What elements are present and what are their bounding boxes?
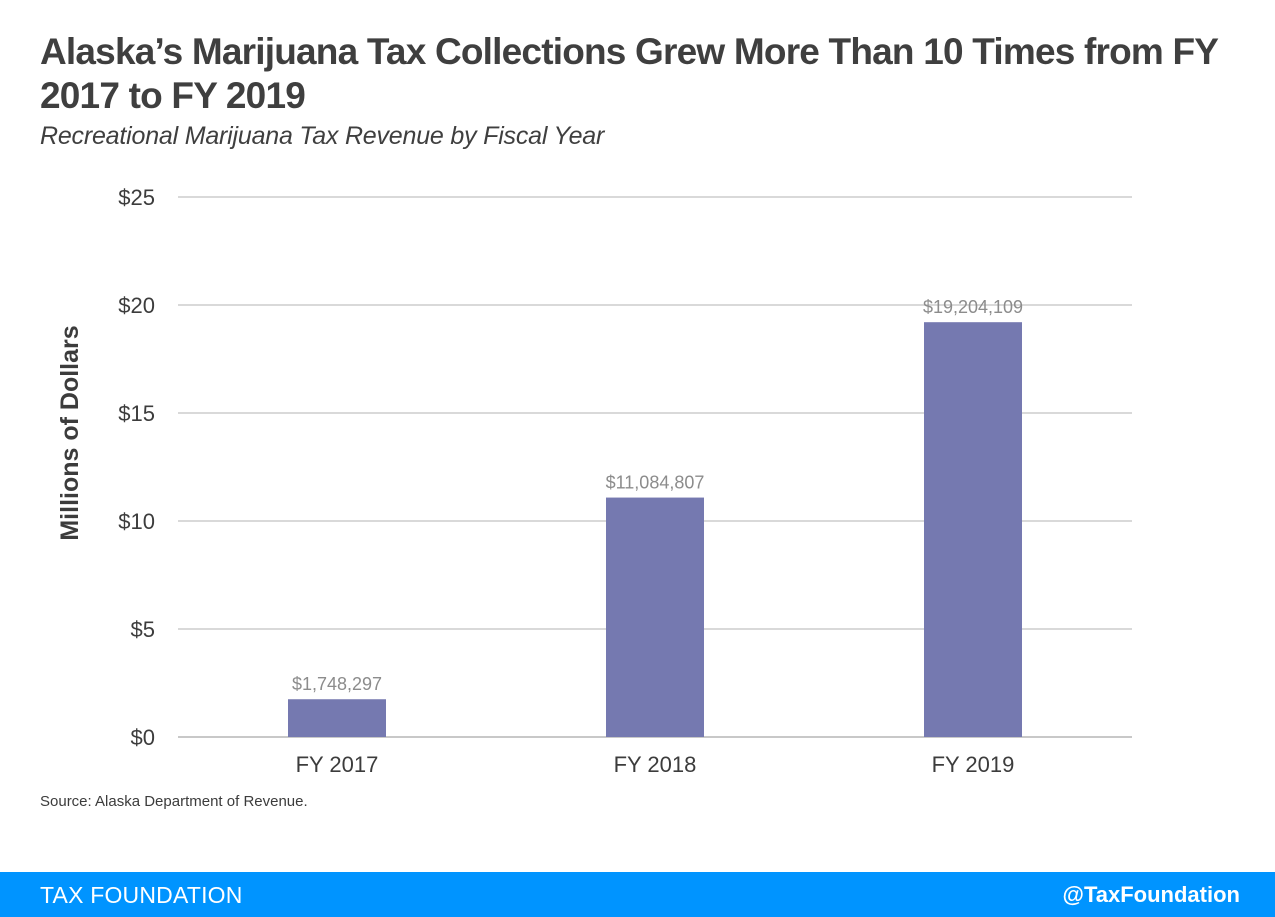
- source-note: Source: Alaska Department of Revenue.: [40, 793, 308, 810]
- footer-handle: @TaxFoundation: [1062, 882, 1240, 907]
- y-tick-label: $0: [131, 725, 155, 750]
- data-label: $1,748,297: [292, 674, 382, 694]
- x-tick-label: FY 2019: [932, 752, 1015, 777]
- y-tick-label: $15: [118, 401, 155, 426]
- bar-fy-2017: [288, 699, 386, 737]
- x-tick-label: FY 2018: [614, 752, 697, 777]
- y-tick-label: $10: [118, 509, 155, 534]
- bar-fy-2019: [924, 322, 1022, 737]
- footer-bar: TAX FOUNDATION @TaxFoundation: [0, 872, 1275, 917]
- x-tick-label: FY 2017: [296, 752, 379, 777]
- y-tick-label: $5: [131, 617, 155, 642]
- bar-chart: $0 $5 $10 $15 $20 $25 $1,748,297 FY 2017 $11,084…: [56, 185, 1132, 777]
- data-label: $11,084,807: [606, 473, 705, 493]
- footer-brand: TAX FOUNDATION: [40, 882, 243, 908]
- y-tick-label: $25: [118, 185, 155, 210]
- labels: $0 $5 $10 $15 $20 $25 $1,748,297 FY 2017 $11,084…: [118, 185, 1023, 777]
- chart-subtitle: Recreational Marijuana Tax Revenue by Fi…: [40, 122, 605, 150]
- bar-fy-2018: [606, 497, 704, 737]
- y-tick-label: $20: [118, 293, 155, 318]
- chart-title: Alaska’s Marijuana Tax Collections Grew …: [40, 31, 1218, 116]
- bars: [288, 322, 1022, 737]
- y-axis-label: Millions of Dollars: [56, 325, 84, 540]
- data-label: $19,204,109: [923, 297, 1023, 317]
